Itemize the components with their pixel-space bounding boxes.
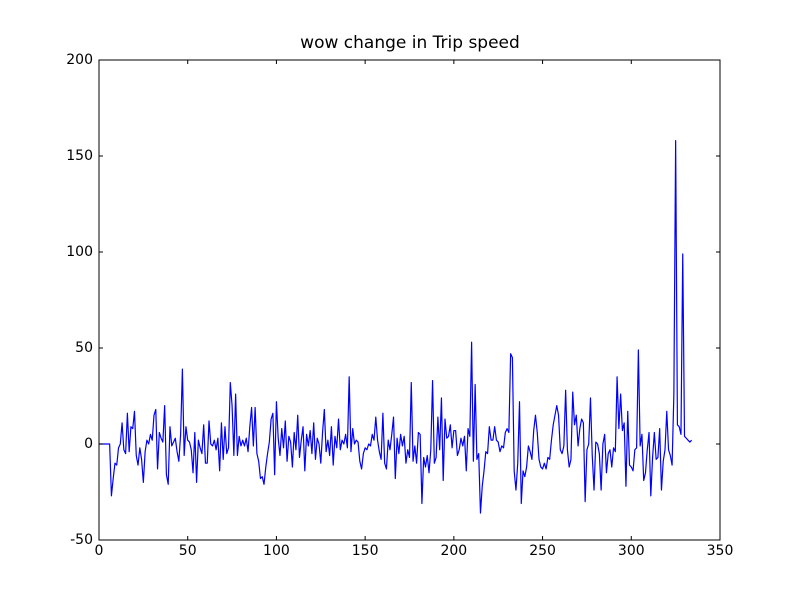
x-tick-label: 100 <box>263 543 290 559</box>
y-tick-label: 100 <box>66 244 93 260</box>
y-tick-label: 50 <box>75 340 93 356</box>
x-tick-label: 300 <box>618 543 645 559</box>
x-tick-label: 200 <box>440 543 467 559</box>
y-tick-label: 150 <box>66 148 93 164</box>
x-tick-label: 350 <box>707 543 734 559</box>
data-line <box>99 140 693 514</box>
y-tick-label: -50 <box>70 532 93 548</box>
x-tick-label: 0 <box>95 543 104 559</box>
plot-frame <box>98 59 721 541</box>
y-tick-label: 0 <box>84 436 93 452</box>
y-tick-label: 200 <box>66 52 93 68</box>
chart-title: wow change in Trip speed <box>300 33 520 53</box>
x-tick-label: 50 <box>179 543 197 559</box>
x-tick-label: 250 <box>529 543 556 559</box>
x-tick-label: 150 <box>352 543 379 559</box>
